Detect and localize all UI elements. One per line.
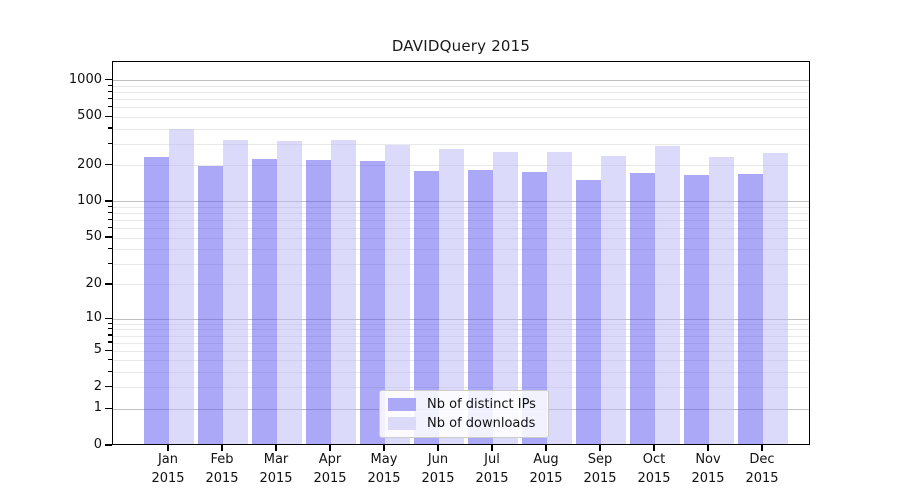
y-minor-tick-7 bbox=[108, 334, 112, 336]
y-tick-1 bbox=[105, 407, 112, 409]
x-tick-apr bbox=[329, 445, 331, 451]
bar-downloads-jan bbox=[169, 129, 194, 444]
bar-distinct-ips-oct bbox=[630, 172, 655, 444]
y-tick-0 bbox=[105, 444, 112, 446]
legend-swatch-distinct-ips bbox=[388, 398, 416, 411]
y-tick-label-5: 5 bbox=[93, 342, 102, 358]
y-tick-label-20: 20 bbox=[85, 275, 102, 291]
bar-distinct-ips-jan bbox=[144, 157, 169, 444]
x-tick-feb bbox=[221, 445, 223, 451]
y-minor-tick-4 bbox=[108, 359, 112, 361]
y-tick-50 bbox=[105, 236, 112, 238]
x-tick-label-jun: Jun 2015 bbox=[421, 452, 455, 486]
bar-downloads-oct bbox=[655, 145, 680, 444]
x-tick-label-mar: Mar 2015 bbox=[259, 452, 293, 486]
y-tick-label-2: 2 bbox=[93, 378, 102, 394]
y-tick-100 bbox=[105, 200, 112, 202]
gridline-minor-900 bbox=[113, 85, 809, 87]
y-minor-tick-6 bbox=[108, 341, 112, 343]
x-tick-jul bbox=[491, 445, 493, 451]
y-tick-1000 bbox=[105, 79, 112, 81]
y-minor-tick-30 bbox=[108, 262, 112, 264]
y-minor-tick-40 bbox=[108, 248, 112, 250]
x-tick-jan bbox=[167, 445, 169, 451]
legend-swatch-downloads bbox=[388, 417, 416, 430]
x-tick-label-may: May 2015 bbox=[367, 452, 401, 486]
x-tick-aug bbox=[545, 445, 547, 451]
x-tick-may bbox=[383, 445, 385, 451]
y-minor-tick-9 bbox=[108, 322, 112, 324]
x-tick-label-oct: Oct 2015 bbox=[637, 452, 671, 486]
x-tick-label-nov: Nov 2015 bbox=[691, 452, 725, 486]
x-tick-label-feb: Feb 2015 bbox=[205, 452, 239, 486]
x-tick-sep bbox=[599, 445, 601, 451]
y-minor-tick-3 bbox=[108, 371, 112, 373]
y-minor-tick-900 bbox=[108, 84, 112, 86]
plot-area: Nb of distinct IPs Nb of downloads bbox=[112, 61, 810, 445]
chart-title: DAVIDQuery 2015 bbox=[391, 37, 531, 55]
bar-downloads-mar bbox=[277, 140, 302, 444]
y-tick-2 bbox=[105, 386, 112, 388]
bar-downloads-sep bbox=[601, 156, 626, 444]
bar-distinct-ips-apr bbox=[306, 160, 331, 444]
x-tick-mar bbox=[275, 445, 277, 451]
x-tick-label-jan: Jan 2015 bbox=[151, 452, 185, 486]
y-minor-tick-8 bbox=[108, 328, 112, 330]
x-tick-label-jul: Jul 2015 bbox=[475, 452, 509, 486]
x-tick-nov bbox=[707, 445, 709, 451]
y-tick-label-200: 200 bbox=[77, 156, 102, 172]
bar-distinct-ips-mar bbox=[252, 158, 277, 444]
bar-downloads-feb bbox=[223, 139, 248, 444]
y-minor-tick-60 bbox=[108, 227, 112, 229]
x-tick-dec bbox=[761, 445, 763, 451]
bar-distinct-ips-nov bbox=[684, 174, 709, 444]
bar-distinct-ips-sep bbox=[576, 180, 601, 444]
y-tick-label-0: 0 bbox=[93, 437, 102, 452]
y-tick-label-1000: 1000 bbox=[68, 71, 102, 87]
y-minor-tick-600 bbox=[108, 106, 112, 108]
y-tick-label-10: 10 bbox=[85, 310, 102, 326]
y-tick-label-50: 50 bbox=[85, 229, 102, 245]
legend-item-distinct-ips: Nb of distinct IPs bbox=[388, 397, 536, 412]
y-tick-5 bbox=[105, 349, 112, 351]
legend-item-downloads: Nb of downloads bbox=[388, 416, 536, 431]
y-tick-label-1: 1 bbox=[93, 400, 102, 416]
gridline-minor-400 bbox=[113, 128, 809, 130]
gridline-minor-600 bbox=[113, 107, 809, 109]
legend-label-distinct-ips: Nb of distinct IPs bbox=[427, 397, 536, 412]
x-tick-label-apr: Apr 2015 bbox=[313, 452, 347, 486]
legend: Nb of distinct IPs Nb of downloads bbox=[379, 390, 549, 438]
y-tick-label-500: 500 bbox=[77, 108, 102, 124]
x-tick-label-aug: Aug 2015 bbox=[529, 452, 563, 486]
x-tick-oct bbox=[653, 445, 655, 451]
bar-downloads-dec bbox=[763, 153, 788, 444]
legend-label-downloads: Nb of downloads bbox=[427, 416, 536, 431]
gridline-minor-800 bbox=[113, 91, 809, 93]
y-minor-tick-300 bbox=[108, 142, 112, 144]
y-minor-tick-800 bbox=[108, 90, 112, 92]
bar-downloads-aug bbox=[547, 151, 572, 444]
y-tick-200 bbox=[105, 163, 112, 166]
y-minor-tick-400 bbox=[108, 127, 112, 129]
gridline-minor-500 bbox=[113, 116, 809, 118]
y-minor-tick-70 bbox=[108, 218, 112, 221]
x-tick-label-sep: Sep 2015 bbox=[583, 452, 617, 486]
y-minor-tick-90 bbox=[108, 205, 112, 208]
gridline-minor-300 bbox=[113, 143, 809, 145]
y-tick-10 bbox=[105, 317, 112, 319]
x-tick-label-dec: Dec 2015 bbox=[745, 452, 779, 486]
bar-distinct-ips-feb bbox=[198, 165, 223, 444]
y-minor-tick-80 bbox=[108, 212, 112, 214]
gridline-minor-700 bbox=[113, 98, 809, 100]
y-tick-500 bbox=[105, 115, 112, 117]
bar-downloads-nov bbox=[709, 157, 734, 444]
gridline-major-1000 bbox=[113, 80, 809, 82]
y-tick-20 bbox=[105, 283, 112, 285]
bar-downloads-apr bbox=[331, 139, 356, 444]
x-tick-jun bbox=[437, 445, 439, 451]
y-minor-tick-700 bbox=[108, 97, 112, 100]
bar-distinct-ips-dec bbox=[738, 174, 763, 444]
y-tick-label-100: 100 bbox=[77, 192, 102, 208]
